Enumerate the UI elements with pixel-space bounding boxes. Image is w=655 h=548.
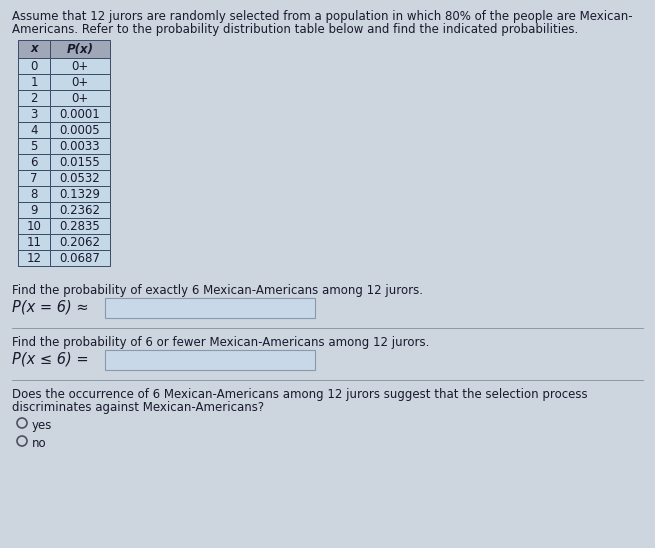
Bar <box>18 202 50 218</box>
Text: P(x ≤ 6) =: P(x ≤ 6) = <box>12 351 88 366</box>
Text: no: no <box>32 437 47 450</box>
Bar <box>50 170 110 186</box>
Bar <box>50 250 110 266</box>
Text: 3: 3 <box>30 107 38 121</box>
Text: x: x <box>30 43 38 55</box>
Bar <box>50 58 110 74</box>
Bar <box>18 218 50 234</box>
Text: 12: 12 <box>26 252 41 265</box>
Text: 0.0155: 0.0155 <box>60 156 100 168</box>
Text: 0.0033: 0.0033 <box>60 140 100 152</box>
Text: 6: 6 <box>30 156 38 168</box>
Bar <box>18 170 50 186</box>
Bar <box>50 218 110 234</box>
Bar <box>18 40 50 58</box>
Bar <box>105 350 315 370</box>
Text: 0: 0 <box>30 60 38 72</box>
Text: P(x = 6) ≈: P(x = 6) ≈ <box>12 299 88 314</box>
Text: P(x): P(x) <box>67 43 94 55</box>
Text: yes: yes <box>32 419 52 432</box>
Text: 0+: 0+ <box>71 92 88 105</box>
Bar <box>50 106 110 122</box>
Text: 10: 10 <box>27 220 41 232</box>
Bar <box>18 234 50 250</box>
Text: 0+: 0+ <box>71 60 88 72</box>
Bar <box>50 138 110 154</box>
Text: 0.2362: 0.2362 <box>60 203 100 216</box>
Text: 0.0001: 0.0001 <box>60 107 100 121</box>
Bar <box>50 186 110 202</box>
Bar <box>18 122 50 138</box>
Text: 0.0532: 0.0532 <box>60 172 100 185</box>
Text: 0.1329: 0.1329 <box>60 187 100 201</box>
Text: 0+: 0+ <box>71 76 88 88</box>
Text: Does the occurrence of 6 Mexican-Americans among 12 jurors suggest that the sele: Does the occurrence of 6 Mexican-America… <box>12 388 588 401</box>
Text: 2: 2 <box>30 92 38 105</box>
Text: 0.2062: 0.2062 <box>60 236 100 248</box>
Text: 8: 8 <box>30 187 38 201</box>
Text: Find the probability of exactly 6 Mexican-Americans among 12 jurors.: Find the probability of exactly 6 Mexica… <box>12 284 423 297</box>
Bar <box>50 234 110 250</box>
Text: 4: 4 <box>30 123 38 136</box>
Bar <box>18 90 50 106</box>
Bar <box>18 250 50 266</box>
Bar <box>50 40 110 58</box>
Text: 0.0687: 0.0687 <box>60 252 100 265</box>
Text: discriminates against Mexican-Americans?: discriminates against Mexican-Americans? <box>12 401 264 414</box>
Text: 1: 1 <box>30 76 38 88</box>
Bar <box>105 298 315 318</box>
Bar <box>18 58 50 74</box>
Bar <box>18 106 50 122</box>
Bar <box>50 74 110 90</box>
Bar <box>50 154 110 170</box>
Text: 11: 11 <box>26 236 41 248</box>
Bar <box>18 74 50 90</box>
Text: Assume that 12 jurors are randomly selected from a population in which 80% of th: Assume that 12 jurors are randomly selec… <box>12 10 633 23</box>
Bar <box>18 186 50 202</box>
Bar <box>18 154 50 170</box>
Text: 5: 5 <box>30 140 38 152</box>
Text: Americans. Refer to the probability distribution table below and find the indica: Americans. Refer to the probability dist… <box>12 23 578 36</box>
Text: Find the probability of 6 or fewer Mexican-Americans among 12 jurors.: Find the probability of 6 or fewer Mexic… <box>12 336 430 349</box>
Text: 9: 9 <box>30 203 38 216</box>
Bar <box>50 202 110 218</box>
Text: 7: 7 <box>30 172 38 185</box>
Bar <box>18 138 50 154</box>
Bar <box>50 122 110 138</box>
Text: 0.2835: 0.2835 <box>60 220 100 232</box>
Text: 0.0005: 0.0005 <box>60 123 100 136</box>
Bar <box>50 90 110 106</box>
